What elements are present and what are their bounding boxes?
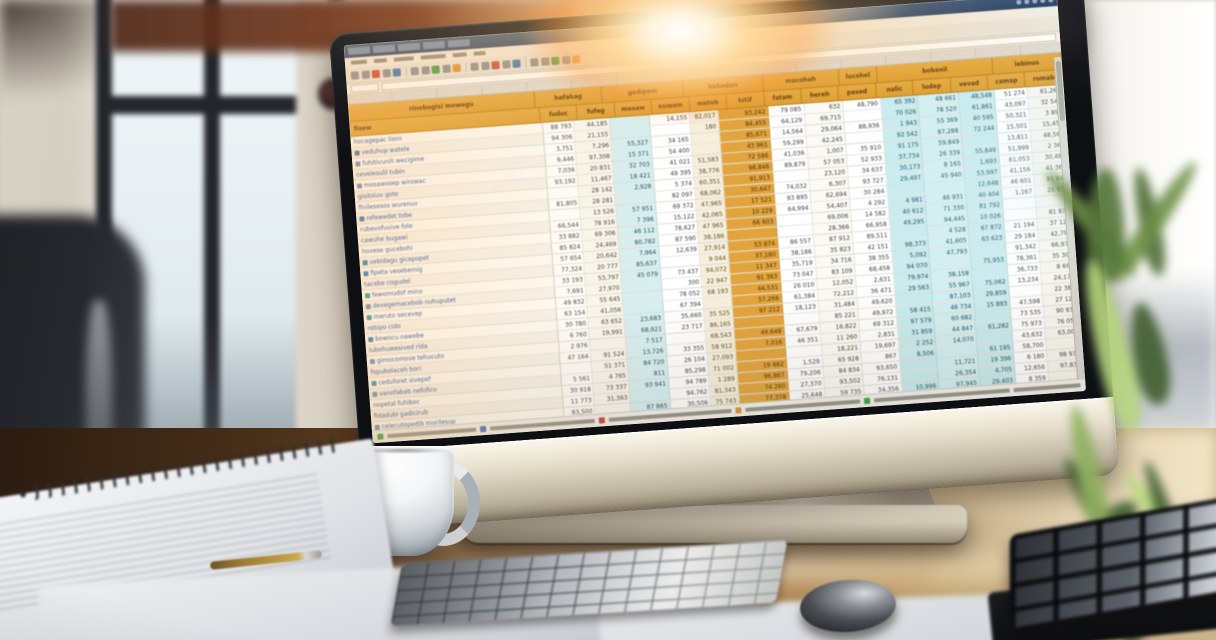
title-bar-tab bbox=[447, 39, 471, 48]
sheet-grid: hocagepac lisini 88 793 44,185 14,155 82,017… bbox=[350, 84, 1086, 431]
row-icon bbox=[372, 391, 378, 397]
mug-rim bbox=[358, 447, 448, 454]
menu-item bbox=[350, 59, 368, 65]
status-text-right bbox=[1013, 383, 1081, 392]
toolbar-icon bbox=[420, 65, 430, 75]
toolbar-icon bbox=[410, 66, 419, 75]
toolbar-icon bbox=[361, 70, 370, 79]
menu-item bbox=[393, 56, 414, 62]
toolbar-icon bbox=[392, 67, 402, 77]
toolbar-icon bbox=[540, 56, 550, 66]
row-icon bbox=[368, 336, 374, 342]
potted-plant bbox=[1039, 150, 1216, 640]
menu-item bbox=[420, 54, 446, 60]
toolbar-separator bbox=[464, 61, 467, 72]
row-icon bbox=[371, 380, 377, 386]
row-icon bbox=[359, 215, 365, 222]
status-icon bbox=[863, 397, 871, 405]
row-icon bbox=[356, 182, 363, 189]
toolbar-icon bbox=[571, 54, 581, 64]
title-bar-tab bbox=[422, 40, 446, 50]
toolbar-icon bbox=[371, 69, 381, 78]
toolbar-icon bbox=[431, 64, 440, 74]
window-control-icons bbox=[1016, 0, 1054, 5]
toolbar-icon bbox=[470, 61, 479, 71]
toolbar-icon bbox=[512, 58, 521, 68]
menu-item bbox=[473, 51, 486, 56]
menu-item bbox=[452, 52, 467, 58]
row-icon bbox=[354, 149, 360, 156]
toolbar-icon bbox=[381, 68, 391, 78]
monitor-screen: rinobugisi mowegu hefahag gedipem hehodan ma… bbox=[343, 0, 1086, 444]
cell-reference-box bbox=[350, 82, 380, 93]
spreadsheet-app: rinobugisi mowegu hefahag gedipem hehodan ma… bbox=[343, 0, 1086, 444]
row-icon bbox=[364, 292, 371, 298]
toolbar-icon bbox=[491, 60, 500, 70]
row-icon bbox=[365, 303, 372, 309]
status-text bbox=[490, 419, 596, 431]
row-icon bbox=[355, 160, 361, 167]
status-text bbox=[387, 427, 477, 438]
toolbar-icon bbox=[561, 55, 571, 64]
toolbar-separator bbox=[524, 57, 527, 68]
row-icon bbox=[362, 259, 368, 265]
row-icon bbox=[369, 358, 376, 364]
status-text bbox=[609, 409, 732, 422]
status-icon bbox=[734, 407, 742, 414]
toolbar-icon bbox=[480, 61, 490, 70]
toolbar-icon bbox=[350, 70, 360, 80]
title-bar-tab bbox=[372, 44, 396, 54]
status-icon bbox=[377, 433, 384, 440]
status-icon bbox=[598, 417, 606, 424]
toolbar-icon bbox=[551, 56, 560, 65]
row-icon bbox=[363, 270, 369, 276]
row-icon bbox=[366, 314, 372, 320]
toolbar-icon bbox=[530, 57, 539, 67]
title-bar-tab bbox=[397, 42, 421, 52]
scrollbar-thumb bbox=[1055, 60, 1066, 122]
title-bar-tab bbox=[347, 46, 371, 55]
toolbar-icon bbox=[501, 59, 511, 69]
window-mullion-horizontal bbox=[112, 96, 328, 114]
menu-item bbox=[373, 58, 387, 63]
toolbar-icon bbox=[452, 63, 461, 72]
status-text bbox=[744, 399, 861, 412]
toolbar-separator bbox=[404, 66, 407, 77]
status-icon bbox=[480, 425, 487, 433]
toolbar-icon bbox=[441, 64, 451, 73]
